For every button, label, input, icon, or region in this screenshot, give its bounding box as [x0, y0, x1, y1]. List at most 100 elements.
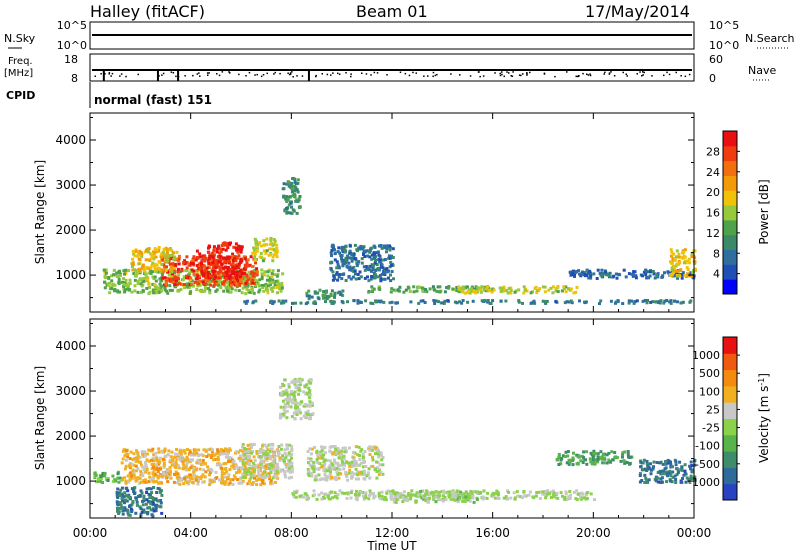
heatmap-cell [257, 470, 261, 474]
heatmap-cell [306, 409, 310, 413]
heatmap-cell [375, 476, 379, 480]
heatmap-cell [132, 272, 136, 276]
heatmap-cell [232, 460, 236, 464]
heatmap-cell [142, 468, 146, 472]
heatmap-cell [203, 289, 207, 293]
heatmap-cell [639, 460, 643, 464]
heatmap-cell [133, 268, 137, 272]
heatmap-cell [183, 451, 187, 455]
heatmap-cell [377, 258, 381, 262]
heatmap-cell [379, 261, 383, 265]
y-tick-label: 3000 [55, 178, 86, 192]
heatmap-cell [185, 284, 189, 288]
heatmap-cell [180, 269, 184, 273]
heatmap-cell [122, 284, 125, 288]
heatmap-cell [152, 291, 156, 295]
heatmap-cell [249, 255, 253, 259]
heatmap-cell [564, 455, 567, 458]
heatmap-cell [422, 494, 426, 498]
heatmap-cell [302, 390, 306, 394]
colorbar-segment [723, 234, 737, 250]
heatmap-cell [161, 257, 165, 261]
nsky-label: N.Sky [4, 32, 36, 45]
heatmap-cell [528, 490, 532, 494]
heatmap-cell [297, 378, 301, 382]
heatmap-cell [380, 458, 384, 462]
heatmap-cell [307, 412, 311, 416]
heatmap-cell [371, 455, 374, 459]
heatmap-cell [541, 299, 545, 303]
heatmap-cell [241, 467, 245, 471]
heatmap-cell [375, 460, 379, 464]
heatmap-cell [231, 265, 235, 269]
heatmap-cell [314, 467, 318, 471]
heatmap-cell [126, 452, 130, 456]
heatmap-cell [237, 262, 241, 266]
heatmap-cell [585, 450, 589, 454]
heatmap-cell [118, 476, 122, 480]
heatmap-cell [182, 464, 186, 468]
nave-dot [365, 73, 368, 75]
heatmap-cell [547, 288, 551, 292]
heatmap-cell [607, 451, 611, 455]
heatmap-cell [431, 285, 435, 289]
heatmap-cell [649, 270, 652, 274]
heatmap-cell [139, 473, 143, 477]
heatmap-cell [244, 301, 248, 305]
heatmap-cell [642, 270, 646, 274]
heatmap-cell [207, 262, 211, 265]
heatmap-cell [271, 443, 275, 447]
heatmap-cell [500, 287, 504, 291]
heatmap-cell [122, 269, 126, 273]
heatmap-cell [448, 493, 452, 497]
heatmap-cell [655, 461, 659, 464]
heatmap-cell [170, 267, 174, 271]
heatmap-cell [555, 458, 559, 462]
heatmap-cell [270, 464, 274, 467]
heatmap-cell [227, 457, 231, 461]
heatmap-cell [188, 281, 192, 285]
heatmap-cell [123, 506, 127, 510]
heatmap-cell [253, 476, 256, 480]
heatmap-cell [680, 255, 683, 259]
heatmap-cell [579, 495, 582, 499]
heatmap-cell [329, 294, 333, 297]
heatmap-cell [295, 379, 299, 383]
heatmap-cell [294, 406, 297, 410]
heatmap-cell [446, 299, 450, 303]
heatmap-cell [151, 459, 155, 463]
y-tick-label: 1000 [55, 474, 86, 488]
heatmap-cell [280, 394, 284, 398]
heatmap-cell [208, 481, 212, 485]
heatmap-cell [177, 254, 181, 258]
heatmap-cell [180, 477, 184, 481]
heatmap-cell [656, 476, 660, 480]
heatmap-cell [289, 201, 293, 205]
heatmap-cell [219, 463, 223, 467]
heatmap-cell [101, 471, 105, 475]
heatmap-cell [532, 300, 536, 304]
heatmap-cell [592, 449, 596, 453]
heatmap-cell [218, 478, 221, 482]
colorbar-segment [723, 418, 737, 436]
heatmap-cell [330, 467, 334, 471]
heatmap-cell [276, 279, 280, 283]
heatmap-cell [275, 285, 279, 289]
heatmap-cell [496, 496, 500, 500]
heatmap-cell [447, 495, 451, 499]
heatmap-cell [336, 473, 340, 476]
heatmap-cell [269, 457, 273, 461]
heatmap-cell [253, 252, 257, 256]
heatmap-cell [111, 479, 115, 483]
heatmap-cell [398, 285, 402, 289]
heatmap-cell [437, 300, 440, 304]
heatmap-cell [328, 467, 332, 470]
heatmap-cell [232, 463, 236, 467]
heatmap-cell [175, 448, 178, 451]
heatmap-cell [275, 475, 279, 479]
heatmap-cell [149, 502, 153, 506]
heatmap-cell [532, 496, 536, 500]
heatmap-cell [201, 263, 205, 267]
heatmap-cell [217, 265, 220, 269]
heatmap-cell [481, 495, 485, 499]
